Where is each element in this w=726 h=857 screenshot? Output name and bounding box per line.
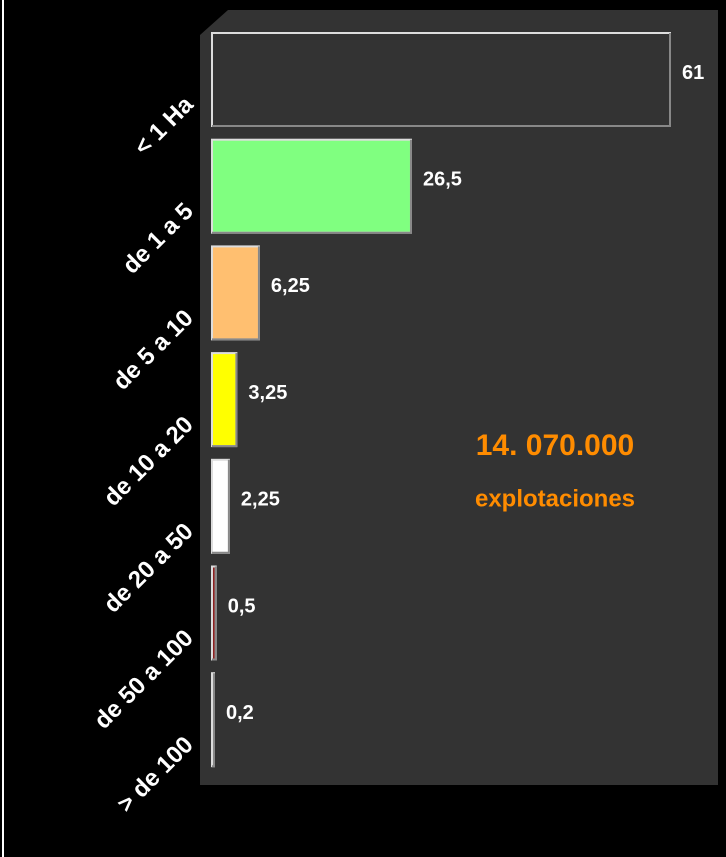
bar-shade [212, 459, 230, 554]
value-label: 3,25 [248, 382, 287, 404]
category-label: de 20 a 50 [98, 518, 198, 618]
value-label: 61 [682, 62, 704, 84]
bar [211, 352, 238, 448]
category-label: de 1 a 5 [117, 198, 198, 279]
category-label: de 50 a 100 [89, 625, 199, 735]
category-label: de 5 a 10 [108, 305, 199, 396]
bar-shade [212, 353, 238, 448]
bar-shade [212, 139, 412, 234]
value-label: 0,5 [228, 595, 256, 617]
category-label: < 1 Ha [129, 91, 199, 161]
annotation-unit: explotaciones [475, 485, 635, 512]
bar-shade [212, 673, 215, 768]
bar [211, 32, 671, 127]
bar-shade [212, 566, 217, 661]
bar [211, 245, 260, 341]
bar [211, 138, 412, 234]
category-label: > de 100 [112, 731, 199, 818]
annotation-total: 14. 070.000 [476, 429, 634, 462]
bar-shade [212, 246, 260, 341]
value-label: 6,25 [271, 275, 310, 297]
value-label: 26,5 [423, 168, 462, 190]
value-label: 2,25 [241, 489, 280, 511]
category-label: de 10 a 20 [98, 411, 198, 511]
value-label: 0,2 [226, 702, 254, 724]
bar-shade [212, 33, 671, 127]
bar [211, 458, 230, 554]
